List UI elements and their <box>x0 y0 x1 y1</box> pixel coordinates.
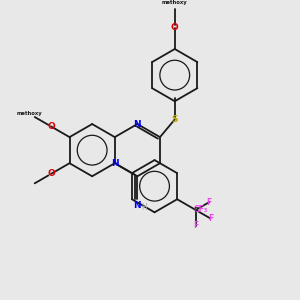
Text: N: N <box>134 201 141 210</box>
Text: methoxy: methoxy <box>16 111 42 116</box>
Text: N: N <box>134 120 141 129</box>
Text: methoxy: methoxy <box>162 0 188 5</box>
Text: F: F <box>208 214 213 223</box>
Text: N: N <box>111 159 118 168</box>
Text: CF₃: CF₃ <box>194 206 208 214</box>
Text: F: F <box>207 198 212 207</box>
Text: S: S <box>172 115 178 124</box>
Text: H: H <box>141 203 147 212</box>
Text: O: O <box>47 169 55 178</box>
Text: O: O <box>171 23 178 32</box>
Text: C: C <box>194 208 198 212</box>
Text: O: O <box>47 122 55 131</box>
Text: F: F <box>193 221 198 230</box>
